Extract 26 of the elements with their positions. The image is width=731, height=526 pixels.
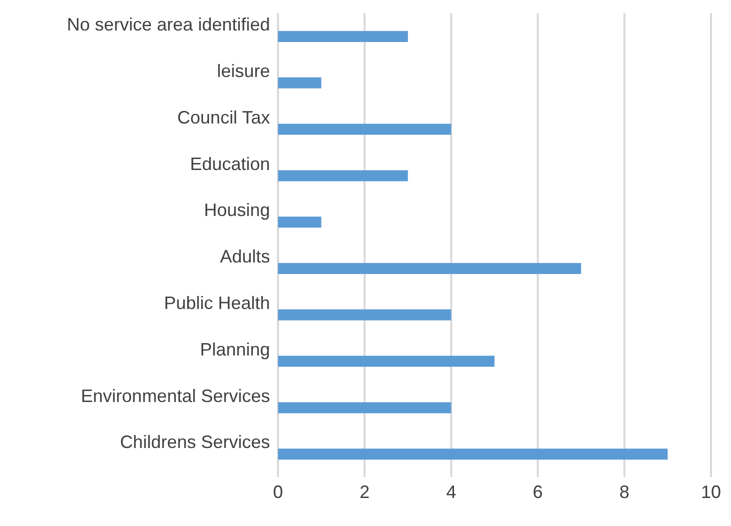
y-tick-label: Education (190, 154, 270, 174)
bar (278, 77, 322, 88)
y-tick-label: Adults (220, 246, 270, 267)
bar (278, 356, 494, 367)
y-tick-label: No service area identified (66, 14, 270, 35)
bar (278, 402, 452, 414)
x-tick-label: 0 (272, 482, 284, 502)
y-tick-label: leisure (216, 60, 270, 81)
x-tick-label: 10 (700, 482, 722, 502)
x-tick-label: 6 (532, 482, 543, 502)
y-tick-label: Environmental Services (80, 386, 270, 406)
bar (278, 170, 408, 182)
y-tick-label: Public Health (164, 292, 270, 313)
bar (278, 216, 322, 228)
y-tick-label: Planning (200, 339, 270, 360)
y-tick-label: Housing (204, 200, 270, 220)
bar (278, 124, 452, 135)
x-tick-label: 8 (619, 482, 630, 502)
x-tick-label: 2 (360, 482, 370, 502)
y-tick-label: Childrens Services (120, 432, 270, 452)
bar (278, 309, 452, 320)
bar (278, 448, 668, 460)
x-tick-label: 4 (446, 482, 456, 502)
bar (278, 263, 582, 274)
bar (278, 31, 408, 42)
y-tick-label: Council Tax (177, 107, 270, 128)
